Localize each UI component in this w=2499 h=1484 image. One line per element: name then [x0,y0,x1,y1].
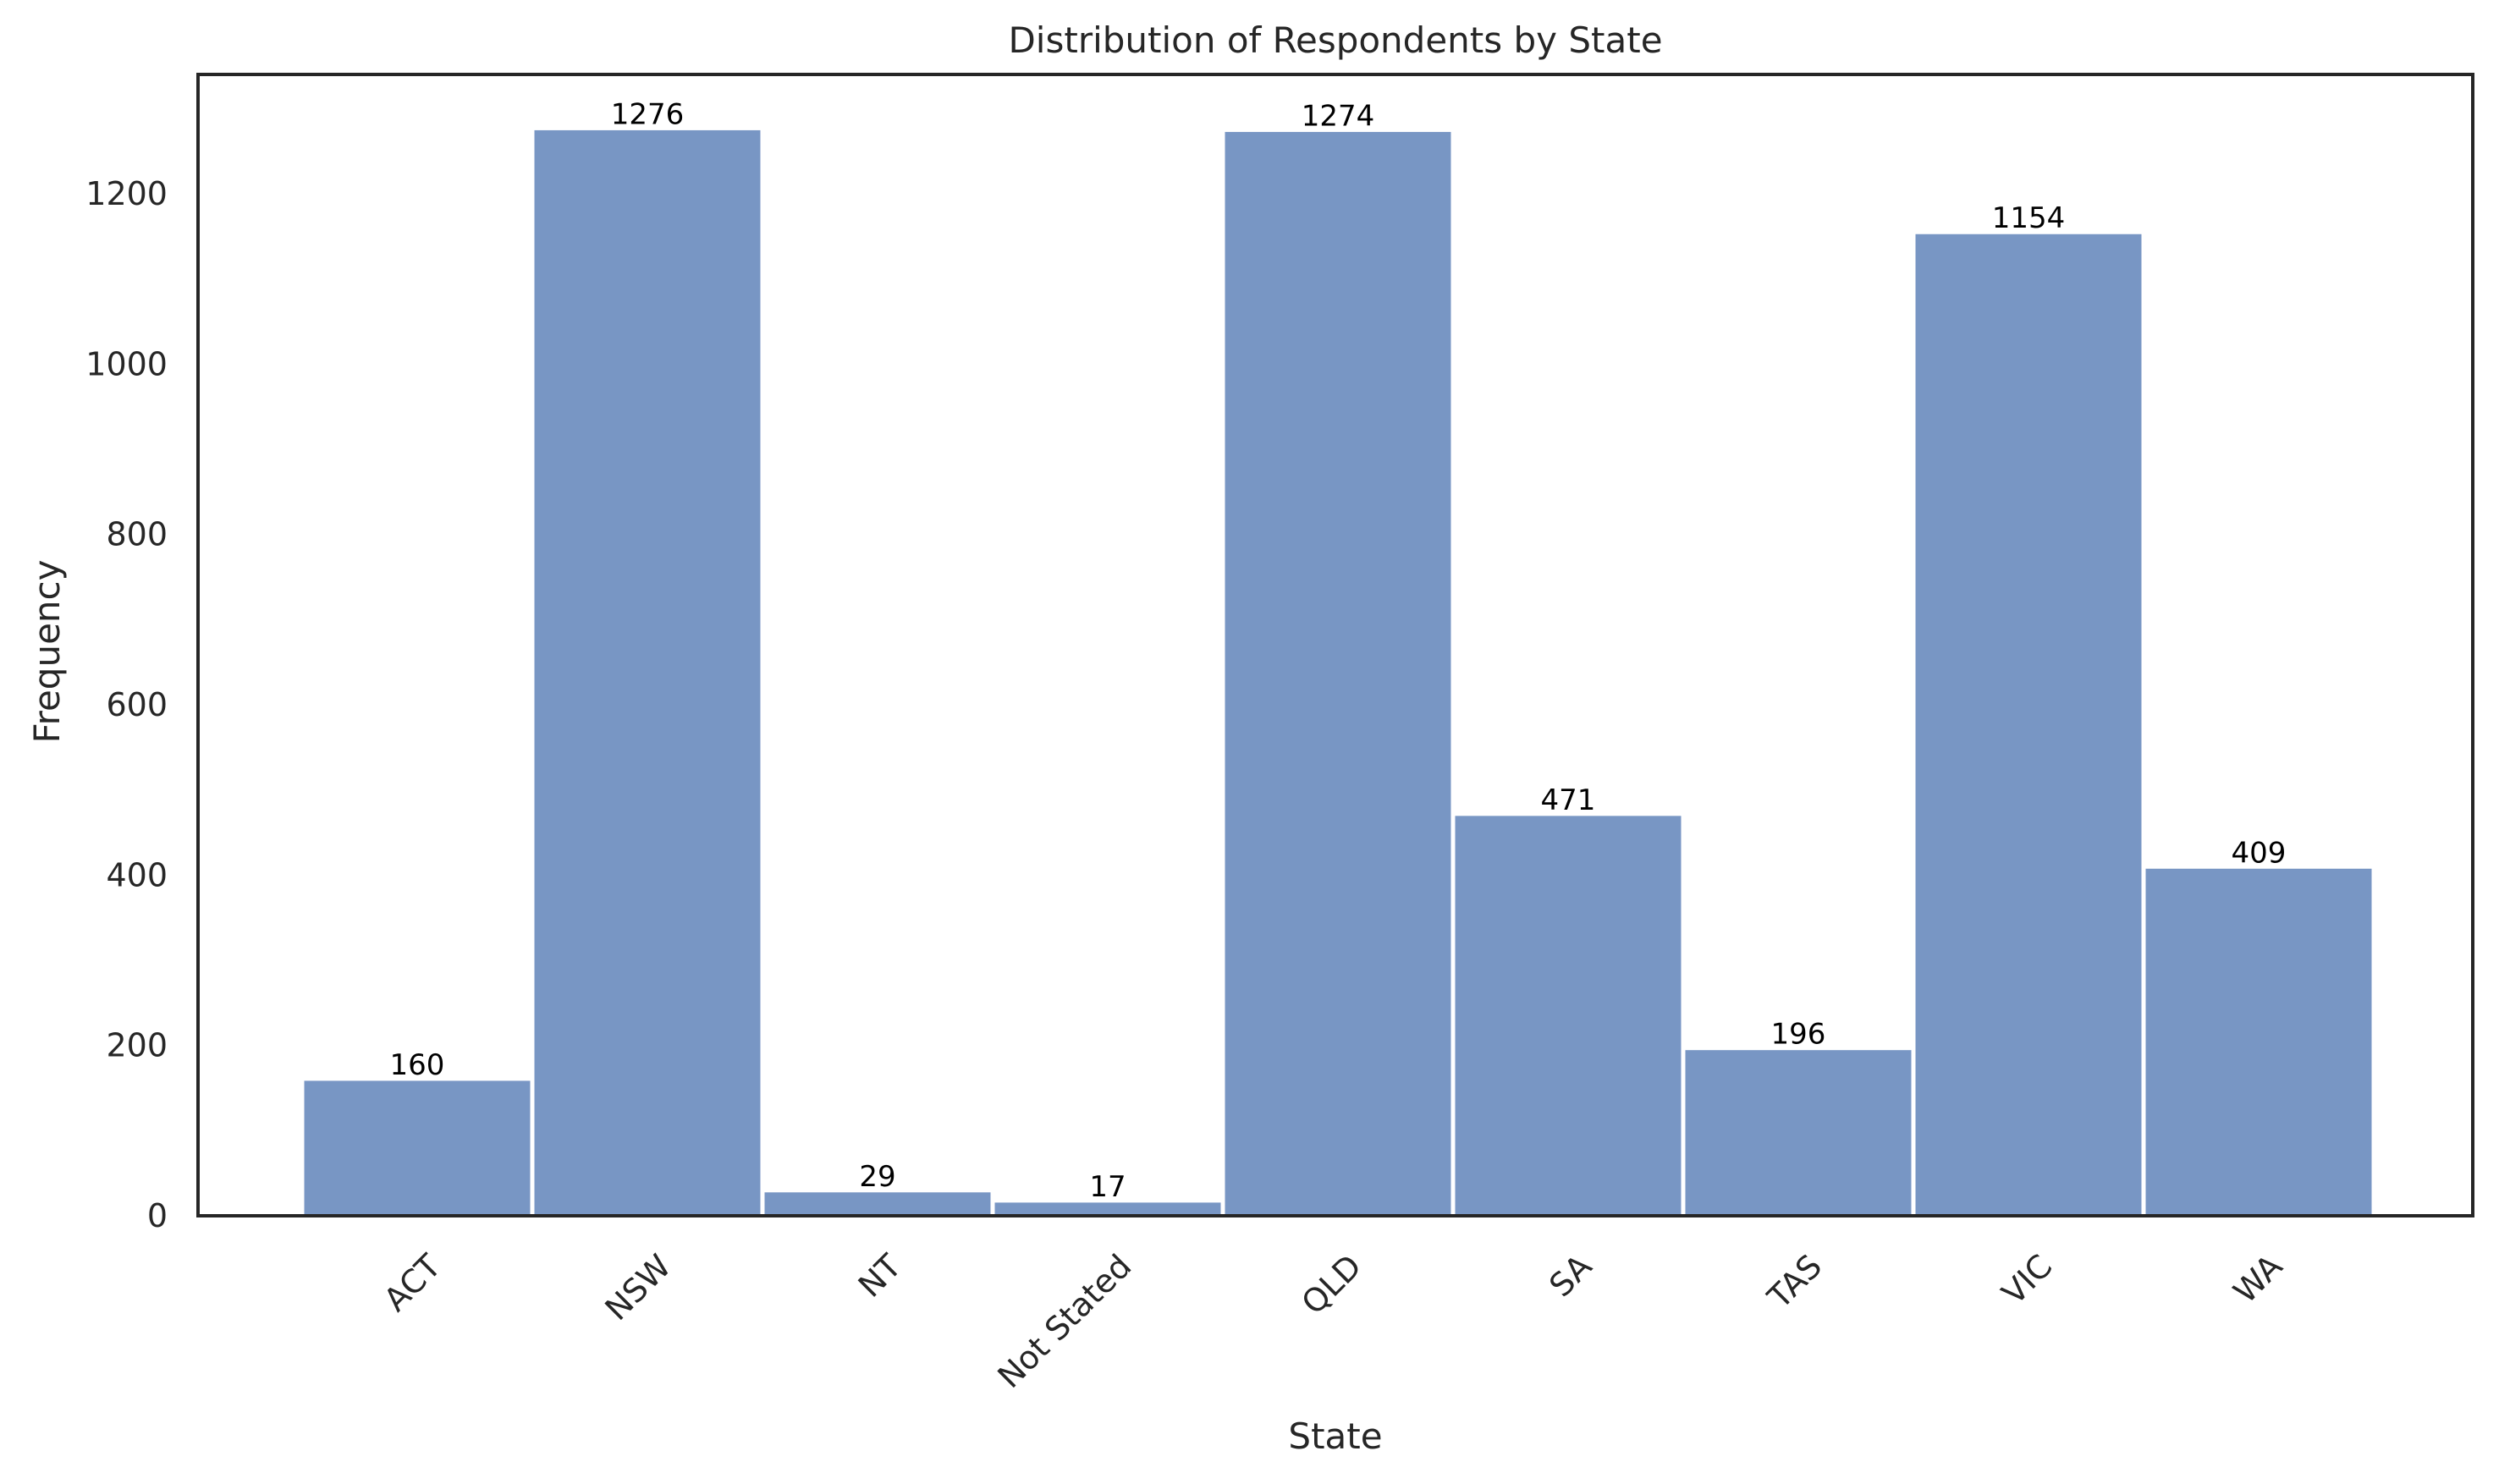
y-axis-label: Frequency [26,560,68,744]
x-tick-label-not-stated: Not Stated [990,1247,1138,1395]
bar-sa [1452,813,1684,1217]
y-axis-ticks: 0 200 400 600 800 1000 1200 [85,175,168,1234]
data-label-tas: 196 [1771,1018,1826,1052]
bar-act [301,1078,533,1217]
y-tick-label-200: 200 [106,1027,168,1064]
data-label-vic: 1154 [1992,201,2066,235]
bar-nt [762,1190,994,1217]
bar-qld [1222,129,1454,1217]
data-label-qld: 1274 [1302,99,1375,133]
y-tick-label-600: 600 [106,686,168,723]
data-label-wa: 409 [2232,836,2287,870]
data-label-sa: 471 [1541,783,1596,817]
x-axis-label: State [1288,1415,1382,1457]
y-tick-label-800: 800 [106,516,168,553]
y-tick-label-1200: 1200 [85,175,168,212]
bar-vic [1913,231,2144,1217]
data-label-not-stated: 17 [1089,1170,1126,1204]
x-tick-label-sa: SA [1542,1247,1599,1304]
x-tick-label-wa: WA [2227,1247,2290,1311]
bars [301,127,2375,1217]
x-tick-label-vic: VIC [1995,1247,2059,1311]
bar-tas [1682,1047,1914,1217]
data-label-nsw: 1276 [611,97,685,131]
y-tick-label-400: 400 [106,856,168,893]
chart-title: Distribution of Respondents by State [1008,19,1662,61]
x-tick-label-tas: TAS [1760,1247,1830,1316]
y-tick-label-0: 0 [147,1197,168,1234]
bar-wa [2143,866,2375,1217]
x-tick-label-nsw: NSW [598,1247,679,1327]
data-labels: 160 1276 29 17 1274 471 196 1154 409 [390,97,2287,1203]
y-tick-label-1000: 1000 [85,345,168,382]
bar-nsw [531,127,763,1217]
x-tick-label-qld: QLD [1294,1247,1368,1322]
plot-frame [196,73,2474,1217]
x-tick-label-act: ACT [377,1247,449,1319]
data-label-act: 160 [390,1048,445,1082]
data-label-nt: 29 [859,1160,895,1194]
x-tick-label-nt: NT [851,1247,909,1305]
x-axis-ticks: ACT NSW NT Not Stated QLD SA TAS VIC WA [377,1247,2289,1395]
